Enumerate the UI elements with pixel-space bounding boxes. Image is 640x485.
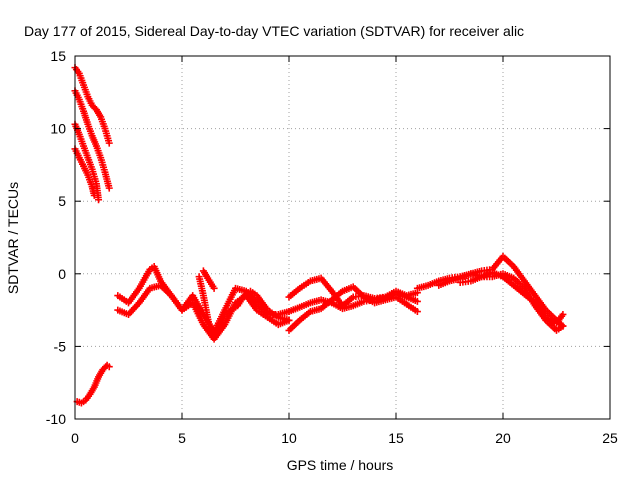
y-tick-label: 15 [50,48,66,64]
x-tick-label: 15 [388,430,404,446]
data-point [95,196,103,204]
axes: 0 5 10 15 20 25 -10 -5 0 5 10 15 [46,48,618,446]
data-series [71,64,567,407]
series-track-1 [71,64,113,147]
x-tick-label: 20 [495,430,511,446]
data-point [559,322,567,330]
series-track-14 [435,270,567,334]
series-track-3 [71,120,103,204]
series-track-15 [456,268,567,327]
chart-title: Day 177 of 2015, Sidereal Day-to-day VTE… [24,23,524,39]
x-tick-label: 5 [178,430,186,446]
series-track-8 [195,273,293,339]
series-track-12 [285,287,421,316]
data-point [105,363,113,371]
data-point [210,284,218,292]
series-track-4 [71,145,98,199]
x-tick-label: 0 [71,430,79,446]
x-axis-label: GPS time / hours [287,457,394,473]
y-axis-label: SDTVAR / TECUs [5,182,21,294]
plot-frame [74,55,611,420]
data-point [413,297,421,305]
series-track-9 [199,267,218,292]
y-tick-label: 0 [58,266,66,282]
x-tick-label: 10 [281,430,297,446]
series-track-5 [73,361,113,407]
data-point [559,310,567,318]
y-tick-label: -10 [46,411,66,427]
data-point [105,184,113,192]
data-point [105,139,113,147]
y-tick-label: -5 [54,338,67,354]
y-tick-label: 10 [50,121,66,137]
x-tick-label: 25 [602,430,618,446]
data-point [285,316,293,324]
data-point [413,308,421,316]
data-point [90,191,98,199]
y-tick-label: 5 [58,193,66,209]
grid-lines [75,56,610,419]
